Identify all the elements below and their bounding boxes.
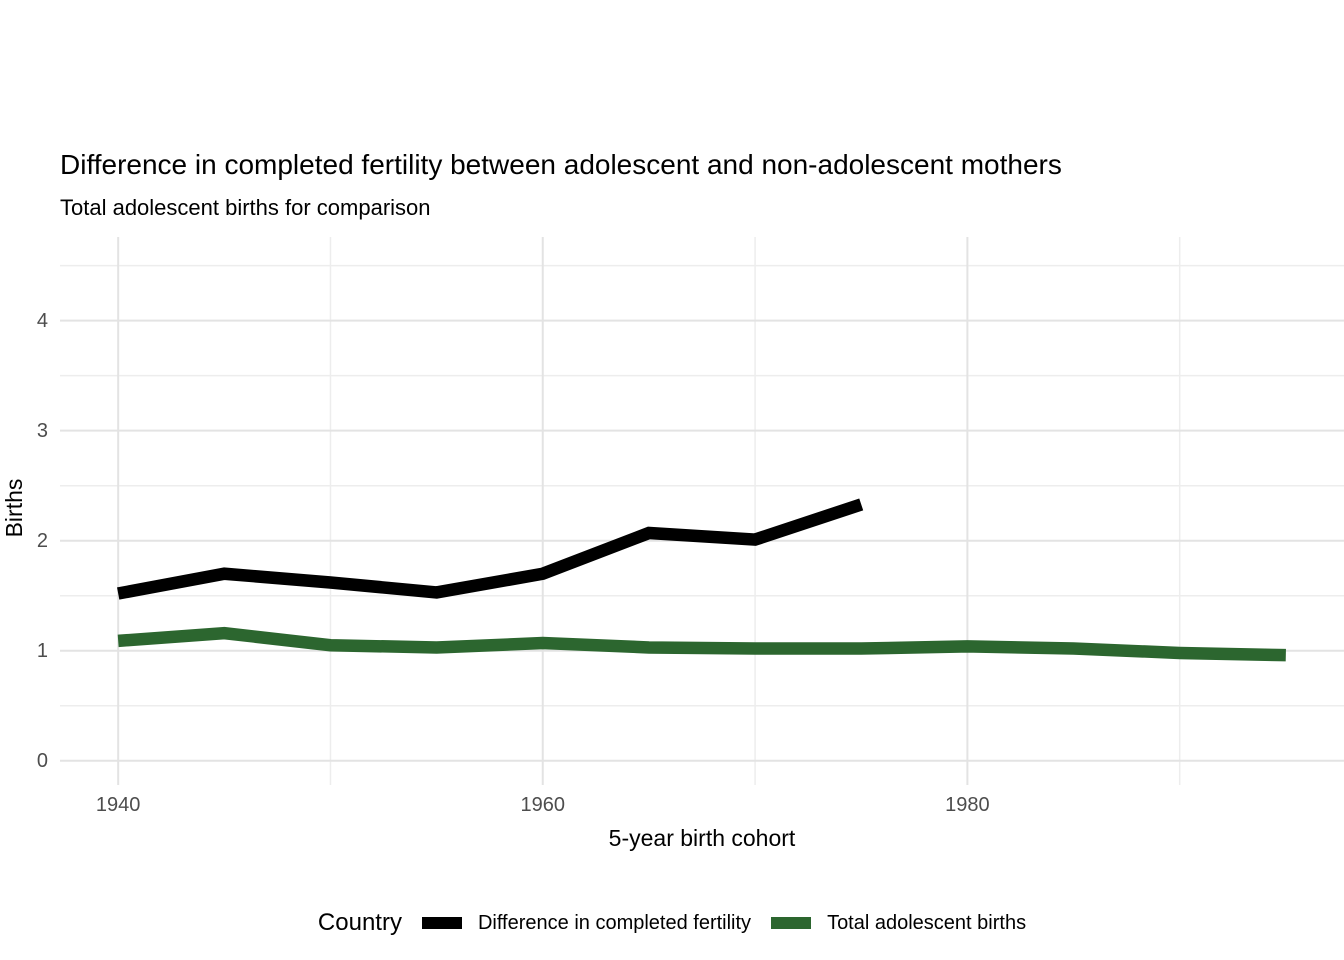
legend-label-difference: Difference in completed fertility [477, 911, 752, 934]
x-tick-label: 1940 [95, 794, 141, 816]
y-tick-label: 0 [36, 749, 48, 772]
legend-item: Total adolescent births [771, 912, 1026, 935]
x-tick-label: 1980 [945, 794, 990, 816]
legend-key-difference [421, 917, 462, 929]
chart-title: Difference in completed fertility betwee… [60, 149, 1062, 180]
legend-title: Country [317, 909, 402, 936]
legend-key-total [771, 917, 812, 929]
series-line-1 [117, 626, 1286, 662]
y-tick-label: 1 [36, 639, 48, 662]
x-tick-label: 1960 [520, 794, 566, 816]
x-axis-title: 5-year birth cohort [608, 825, 796, 851]
legend-item: Difference in completed fertility [421, 911, 752, 935]
legend-label-total: Total adolescent births [827, 911, 1027, 934]
series-line-0 [117, 498, 864, 600]
y-tick-label: 3 [36, 419, 48, 442]
chart-subtitle: Total adolescent births for comparison [60, 195, 431, 220]
y-tick-label: 2 [36, 529, 48, 552]
legend: Country Difference in completed fertilit… [0, 903, 1344, 943]
y-tick-label: 4 [36, 309, 48, 332]
